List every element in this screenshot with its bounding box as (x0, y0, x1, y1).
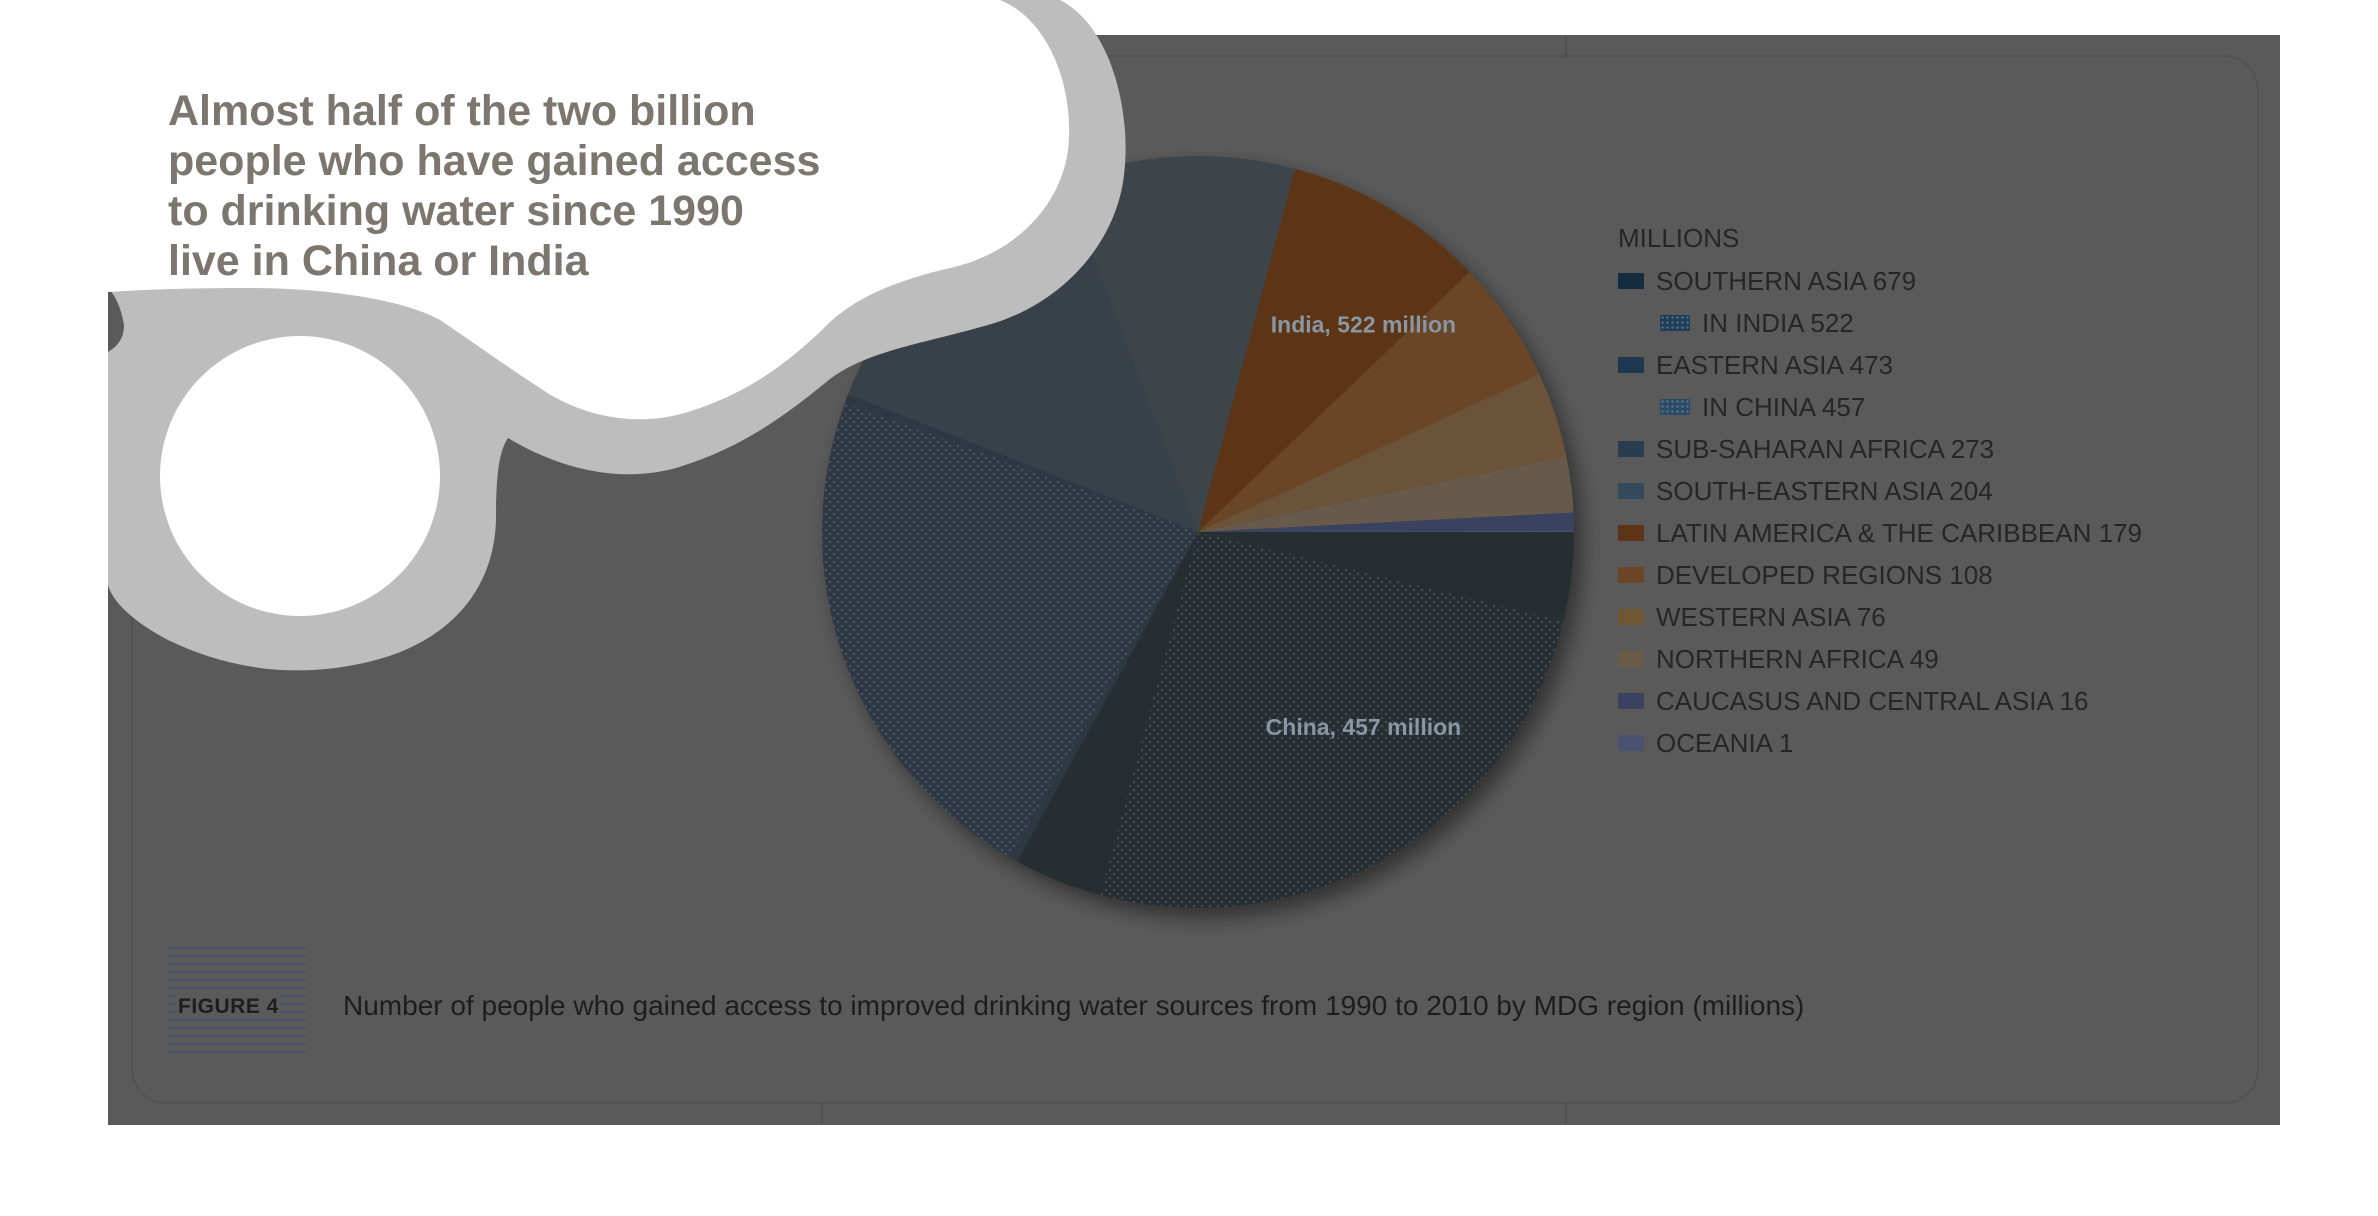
legend-label: LATIN AMERICA & THE CARIBBEAN 179 (1656, 517, 2142, 548)
legend-item: IN INDIA 522 (1618, 302, 2318, 344)
pie-slice-developed-regions-108 (1198, 272, 1540, 532)
legend-item: NORTHERN AFRICA 49 (1618, 638, 2318, 680)
pie-annotation: India, 522 million (1271, 312, 1456, 338)
legend-item: SUB-SAHARAN AFRICA 273 (1618, 428, 2318, 470)
legend-title: MILLIONS (1618, 223, 1740, 253)
legend-label: IN INDIA 522 (1702, 307, 1854, 338)
legend-swatch (1618, 693, 1644, 709)
legend-swatch (1618, 567, 1644, 583)
legend-swatch (1618, 441, 1644, 457)
legend-item: EASTERN ASIA 473 (1618, 344, 2318, 386)
legend-item: SOUTHERN ASIA 679 (1618, 260, 2318, 302)
bubble-hole (160, 336, 440, 616)
thought-bubble (0, 0, 1126, 671)
pie-slice-latin-america-the-caribbean-179 (1198, 168, 1470, 532)
figure-number: FIGURE 4 (176, 995, 281, 1019)
pie-chart (822, 156, 1574, 908)
legend-swatch (1618, 483, 1644, 499)
pie-slice-northern-africa-49 (1198, 456, 1574, 532)
legend-swatch (1618, 273, 1644, 289)
bubble-fill (0, 0, 1070, 420)
chart-legend: MILLIONS SOUTHERN ASIA 679 IN INDIA 522 EA… (1618, 218, 2318, 764)
callout-line: people who have gained access (168, 137, 821, 185)
callout-line: Almost half of the two billion (168, 87, 756, 135)
pie-subshare-in-china-457 (822, 402, 1198, 858)
legend-item: SOUTH-EASTERN ASIA 204 (1618, 470, 2318, 512)
legend-items: SOUTHERN ASIA 679 IN INDIA 522 EASTERN ASI… (1618, 260, 2318, 764)
legend-swatch (1660, 399, 1690, 415)
legend-label: IN CHINA 457 (1702, 391, 1866, 422)
legend-swatch (1618, 735, 1644, 751)
pie-slice-western-asia-76 (1198, 374, 1567, 532)
legend-swatch (1618, 357, 1644, 373)
legend-item: IN CHINA 457 (1618, 386, 2318, 428)
legend-item: DEVELOPED REGIONS 108 (1618, 554, 2318, 596)
legend-label: CAUCASUS AND CENTRAL ASIA 16 (1656, 685, 2089, 716)
legend-label: SOUTHERN ASIA 679 (1656, 265, 1917, 296)
legend-label: SOUTH-EASTERN ASIA 204 (1656, 475, 1993, 506)
legend-label: EASTERN ASIA 473 (1656, 349, 1894, 380)
legend-label: NORTHERN AFRICA 49 (1656, 643, 1939, 674)
figure-caption: Number of people who gained access to im… (343, 990, 1805, 1021)
legend-swatch (1618, 651, 1644, 667)
legend-swatch (1660, 315, 1690, 331)
legend-label: WESTERN ASIA 76 (1656, 601, 1886, 632)
legend-item: CAUCASUS AND CENTRAL ASIA 16 (1618, 680, 2318, 722)
legend-label: SUB-SAHARAN AFRICA 273 (1656, 433, 1995, 464)
pie-annotations: India, 522 million China, 457 million (1266, 312, 1462, 740)
legend-item: OCEANIA 1 (1618, 722, 2318, 764)
pie-annotation: China, 457 million (1266, 714, 1462, 740)
legend-swatch (1618, 525, 1644, 541)
callout-line: to drinking water since 1990 (168, 187, 744, 235)
legend-item: LATIN AMERICA & THE CARIBBEAN 179 (1618, 512, 2318, 554)
legend-item: WESTERN ASIA 76 (1618, 596, 2318, 638)
legend-label: DEVELOPED REGIONS 108 (1656, 559, 1993, 590)
pie-slice-caucasus-and-central-asia-16 (1198, 512, 1574, 532)
pie-slice-oceania-1 (1198, 530, 1574, 532)
pie-slice-south-eastern-asia-204 (1064, 156, 1296, 532)
pie-subshare-in-india-522 (1100, 532, 1564, 908)
legend-label: OCEANIA 1 (1656, 727, 1794, 758)
legend-swatch (1618, 609, 1644, 625)
callout-line: live in China or India (168, 237, 589, 285)
callout-text: Almost half of the two billion people wh… (168, 86, 888, 286)
